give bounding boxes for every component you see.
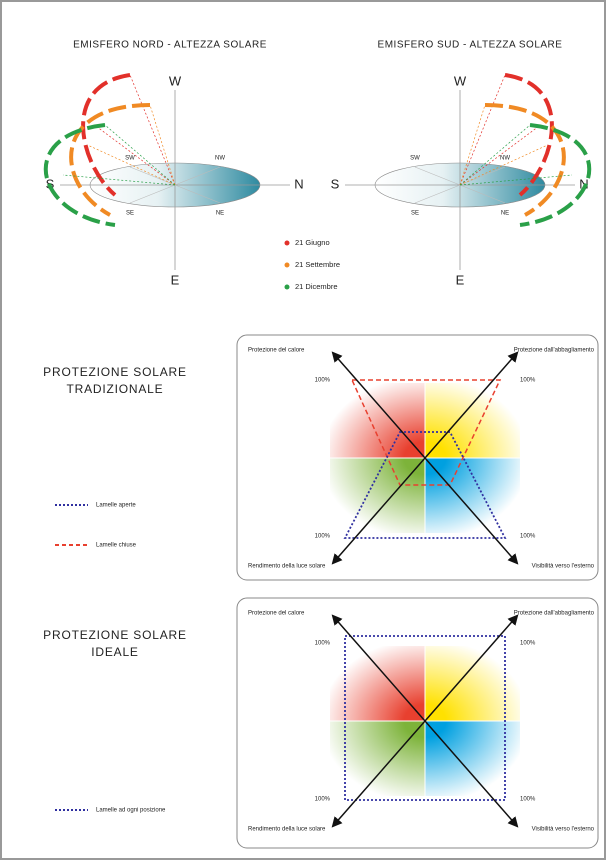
percent-label: 100% — [520, 378, 536, 384]
legend-dot — [285, 241, 290, 246]
percent-label: 100% — [520, 534, 536, 540]
quadrant — [425, 458, 520, 533]
compass-w: W — [454, 73, 467, 88]
quadrant — [330, 458, 425, 533]
diagram-title: EMISFERO SUD - ALTEZZA SOLARE — [378, 40, 563, 51]
compass-s: S — [331, 176, 340, 191]
compass-sw: SW — [410, 156, 420, 162]
compass-sw: SW — [125, 156, 135, 162]
compass-nw: NW — [500, 156, 510, 162]
compass-se: SE — [126, 211, 134, 217]
axis-label: Protezione dall'abbagliamento — [514, 348, 595, 354]
legend-label: Lamelle chiuse — [96, 543, 137, 549]
compass-nw: NW — [215, 156, 225, 162]
legend-dot — [285, 285, 290, 290]
axis-label: Rendimento della luce solare — [248, 564, 326, 570]
quadrant — [425, 383, 520, 458]
axis-label: Protezione del calore — [248, 611, 305, 617]
axis-label: Visibilità verso l'esterno — [532, 564, 595, 570]
axis-label: Protezione del calore — [248, 348, 305, 354]
legend-label: 21 Dicembre — [295, 282, 338, 291]
percent-label: 100% — [520, 797, 536, 803]
compass-w: W — [169, 73, 182, 88]
legend-label: Lamelle ad ogni posizione — [96, 808, 166, 814]
compass-e: E — [456, 272, 465, 287]
percent-label: 100% — [520, 641, 536, 647]
axis-label: Rendimento della luce solare — [248, 827, 326, 833]
axis-label: Visibilità verso l'esterno — [532, 827, 595, 833]
compass-ne: NE — [501, 211, 509, 217]
compass-ne: NE — [216, 211, 224, 217]
percent-label: 100% — [315, 534, 331, 540]
legend-label: Lamelle aperte — [96, 503, 136, 509]
compass-se: SE — [411, 211, 419, 217]
legend-label: 21 Settembre — [295, 260, 340, 269]
compass-e: E — [171, 272, 180, 287]
panel-title: TRADIZIONALE — [67, 382, 164, 396]
legend-dot — [285, 263, 290, 268]
panel-title: IDEALE — [91, 645, 139, 659]
panel-title: PROTEZIONE SOLARE — [43, 628, 187, 642]
infographic: EMISFERO NORD - ALTEZZA SOLARE W E S N NW SW NE… — [0, 0, 606, 860]
diagram-title: EMISFERO NORD - ALTEZZA SOLARE — [73, 40, 267, 51]
compass-n: N — [294, 176, 303, 191]
legend-label: 21 Giugno — [295, 238, 330, 247]
percent-label: 100% — [315, 797, 331, 803]
axis-label: Protezione dall'abbagliamento — [514, 611, 595, 617]
percent-label: 100% — [315, 378, 331, 384]
quadrant — [330, 383, 425, 458]
percent-label: 100% — [315, 641, 331, 647]
panel-title: PROTEZIONE SOLARE — [43, 365, 187, 379]
